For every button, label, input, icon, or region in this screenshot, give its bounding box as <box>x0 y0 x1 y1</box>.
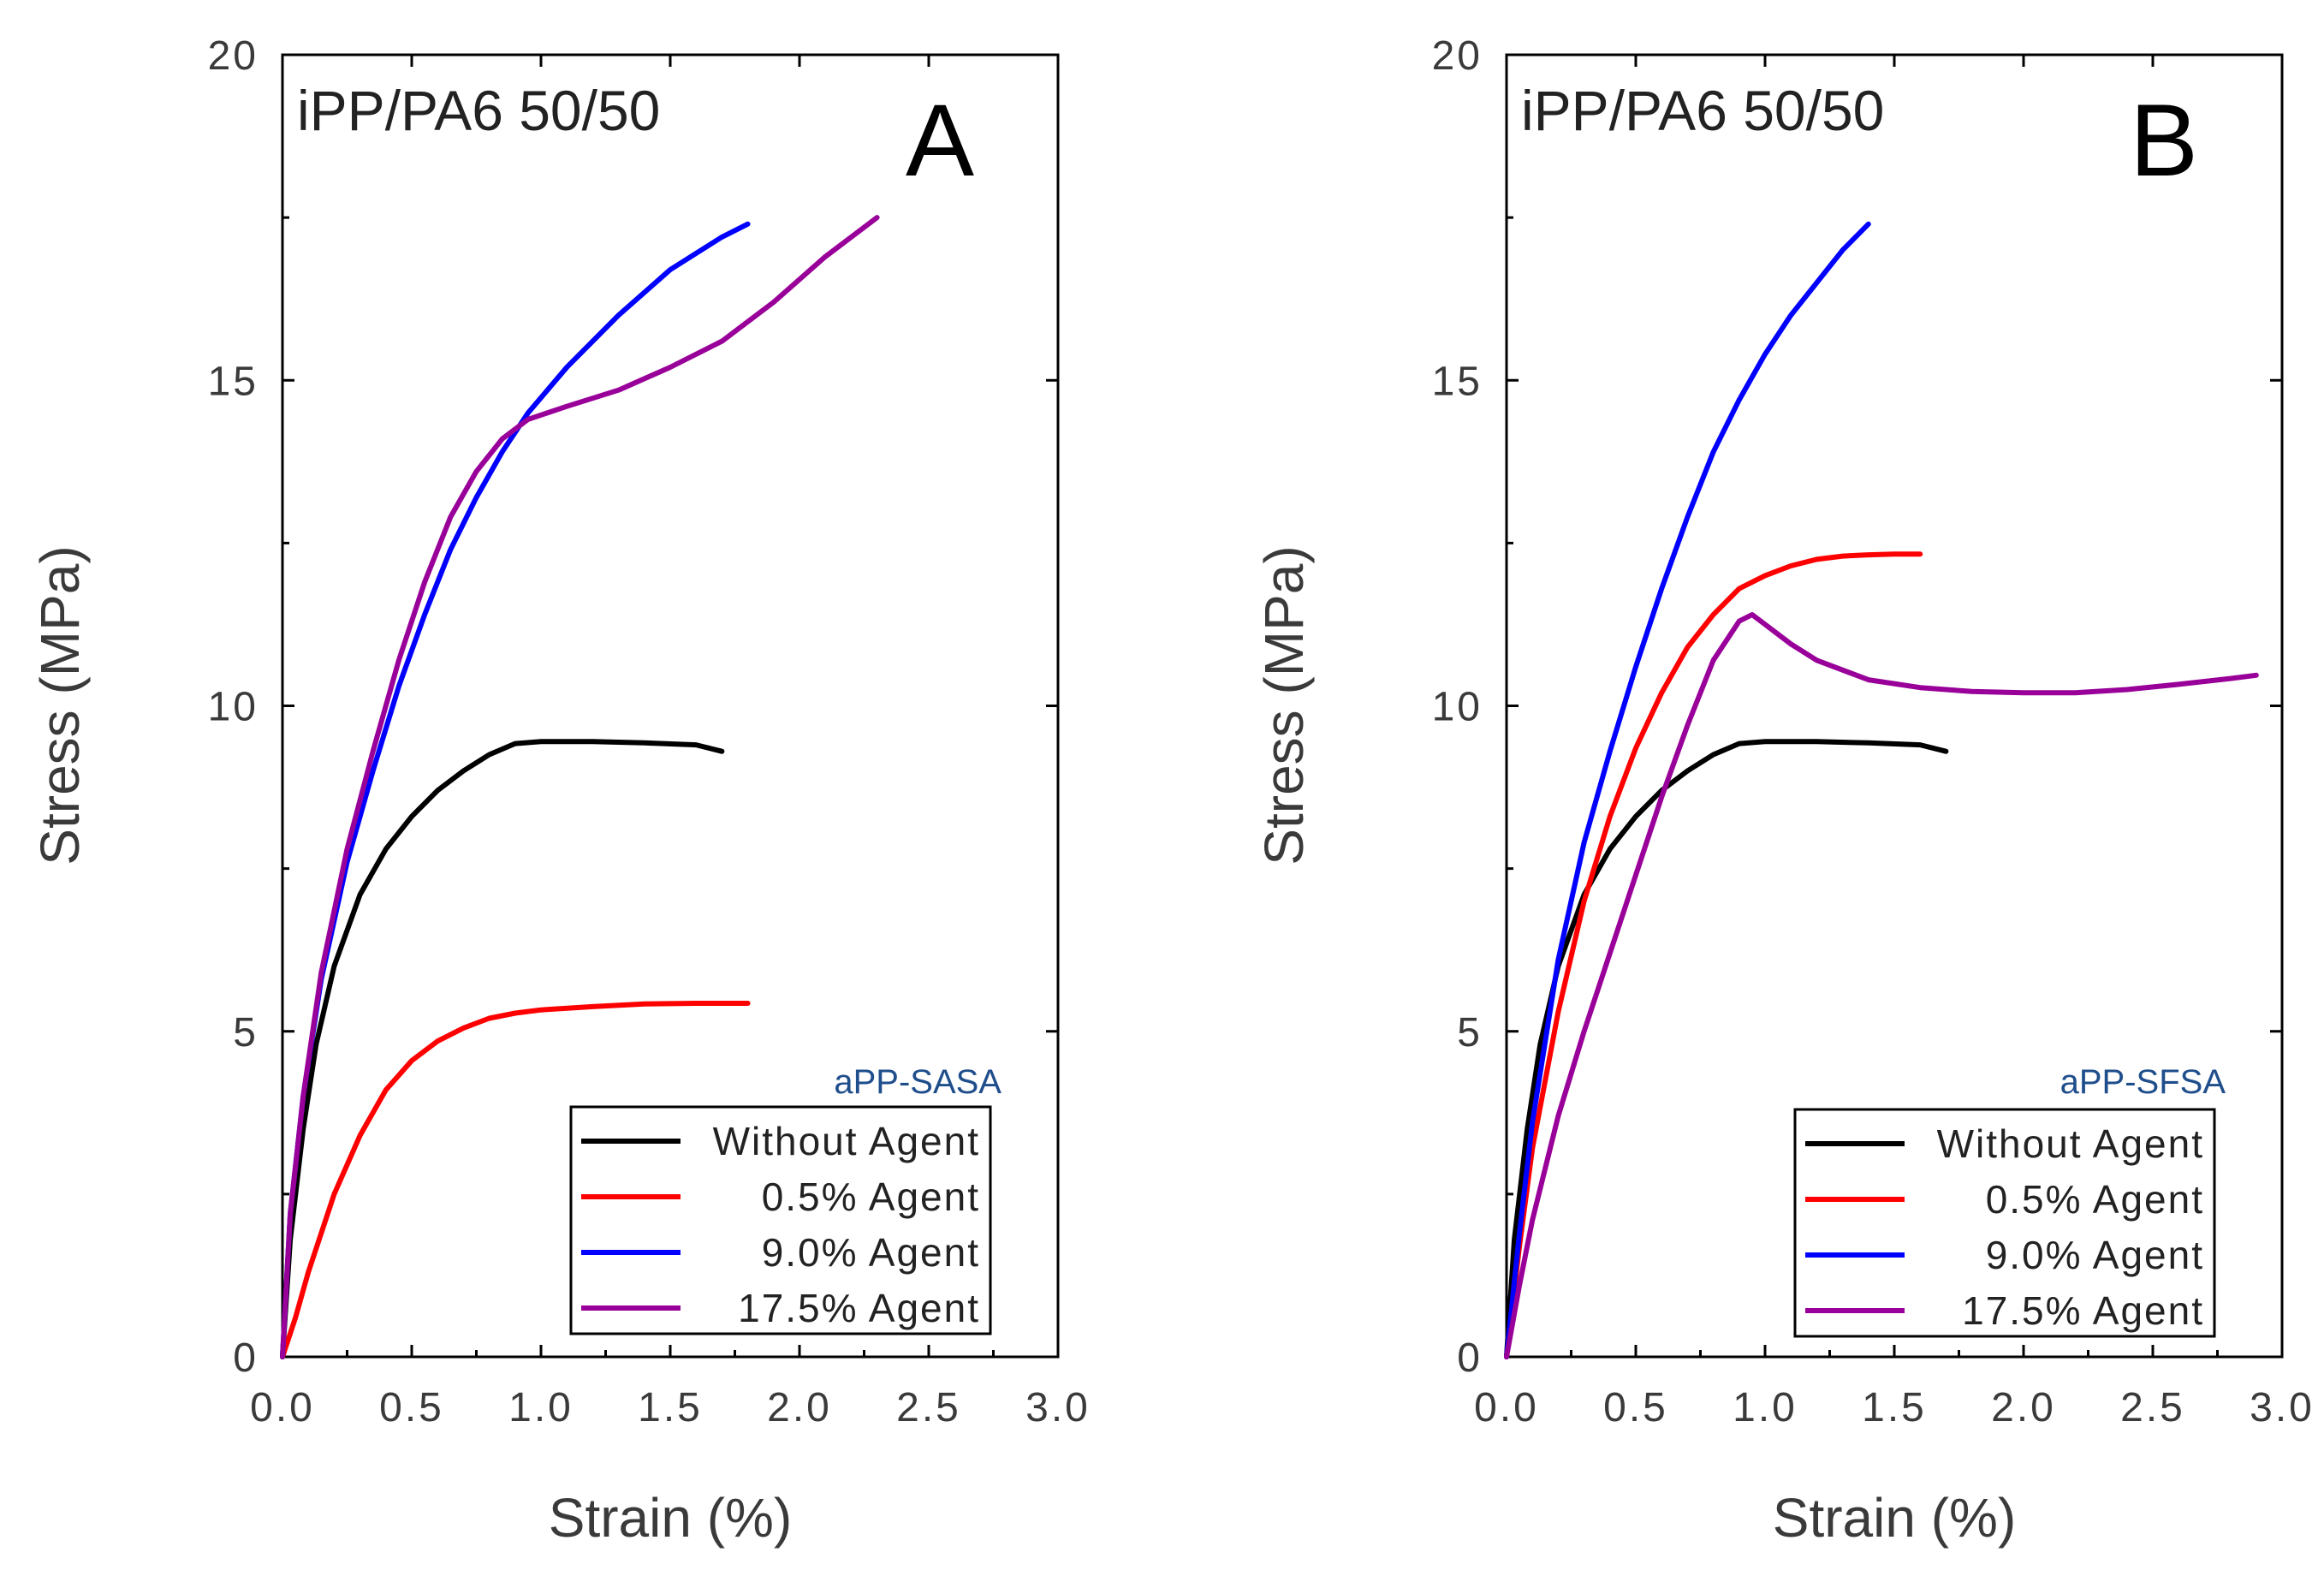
y-tick-label: 20 <box>208 33 259 79</box>
legend-label: Without Agent <box>713 1119 980 1163</box>
x-tick-label: 3.0 <box>1025 1385 1091 1430</box>
series-group <box>1504 221 2259 1359</box>
x-tick-label: 1.0 <box>1733 1385 1798 1430</box>
legend-label: Without Agent <box>1937 1121 2204 1166</box>
legend-label: 9.0% Agent <box>762 1230 980 1275</box>
legend-label: 17.5% Agent <box>738 1286 980 1330</box>
legend-entries: Without Agent 0.5% Agent 9.0% Agent 17.5% A… <box>581 1119 980 1330</box>
legend-label: 0.5% Agent <box>1986 1177 2204 1222</box>
series-line-9-0-agent <box>1504 221 1871 1359</box>
series-line-17-5-agent <box>280 215 880 1359</box>
y-tick-label: 5 <box>1457 1010 1483 1056</box>
x-tick-label: 2.0 <box>767 1385 832 1430</box>
legend: Without Agent 0.5% Agent 9.0% Agent 17.5% A… <box>1793 1108 2216 1338</box>
x-tick-label: 1.0 <box>508 1385 574 1430</box>
y-tick-label: 5 <box>233 1010 259 1056</box>
panel-letter: A <box>906 83 974 198</box>
legend-entries: Without Agent 0.5% Agent 9.0% Agent 17.5% A… <box>1805 1121 2204 1333</box>
legend-label: 0.5% Agent <box>762 1175 980 1219</box>
series-group <box>280 215 880 1359</box>
legend: Without Agent 0.5% Agent 9.0% Agent 17.5% A… <box>569 1105 992 1335</box>
x-tick-label: 1.5 <box>638 1385 703 1430</box>
y-tick-label: 15 <box>208 359 259 404</box>
x-tick-label: 2.5 <box>2120 1385 2185 1430</box>
panel-b: 0.0 0.5 1.0 1.5 2.0 2.5 3.0 0 5 10 15 20 iPP/PA6 50… <box>1253 33 2315 1549</box>
x-tick-label: 1.5 <box>1862 1385 1927 1430</box>
x-axis-title: Strain (%) <box>549 1487 793 1549</box>
x-tick-label: 3.0 <box>2250 1385 2315 1430</box>
series-line-17-5-agent <box>1504 612 2259 1359</box>
y-axis-title: Stress (MPa) <box>1253 545 1315 865</box>
legend-box <box>1793 1108 2216 1338</box>
x-tick-label: 2.0 <box>1991 1385 2056 1430</box>
y-tick-label: 20 <box>1432 33 1483 79</box>
y-axis-title: Stress (MPa) <box>29 545 91 865</box>
y-tick-label: 0 <box>233 1335 259 1381</box>
legend-label: 9.0% Agent <box>1986 1233 2204 1277</box>
legend-box <box>569 1105 992 1335</box>
x-tick-label: 0.5 <box>1603 1385 1668 1430</box>
x-tick-label: 0.0 <box>1474 1385 1539 1430</box>
legend-caption: aPP-SASA <box>834 1063 1002 1101</box>
y-tick-label: 10 <box>1432 685 1483 730</box>
legend-label: 17.5% Agent <box>1962 1288 2204 1333</box>
panel-letter: B <box>2130 83 2198 198</box>
series-line-0-5-agent <box>1504 551 1923 1359</box>
legend-caption: aPP-SFSA <box>2060 1063 2226 1101</box>
x-tick-label: 2.5 <box>896 1385 961 1430</box>
series-line-0-5-agent <box>280 1001 751 1359</box>
axis-ticks: 0.0 0.5 1.0 1.5 2.0 2.5 3.0 0 5 10 15 20 <box>1432 33 2315 1430</box>
y-tick-label: 10 <box>208 685 259 730</box>
series-line-without-agent <box>280 739 725 1359</box>
x-tick-label: 0.5 <box>379 1385 444 1430</box>
y-tick-label: 0 <box>1457 1335 1483 1381</box>
y-tick-label: 15 <box>1432 359 1483 404</box>
axis-ticks: 0.0 0.5 1.0 1.5 2.0 2.5 3.0 0 5 10 15 20 <box>208 33 1091 1430</box>
panel-title: iPP/PA6 50/50 <box>1521 79 1884 142</box>
x-tick-label: 0.0 <box>250 1385 315 1430</box>
x-axis-title: Strain (%) <box>1773 1487 2017 1549</box>
panel-title: iPP/PA6 50/50 <box>297 79 660 142</box>
panel-a: 0.0 0.5 1.0 1.5 2.0 2.5 3.0 0 5 10 15 20 iPP/PA6 50… <box>29 33 1091 1549</box>
